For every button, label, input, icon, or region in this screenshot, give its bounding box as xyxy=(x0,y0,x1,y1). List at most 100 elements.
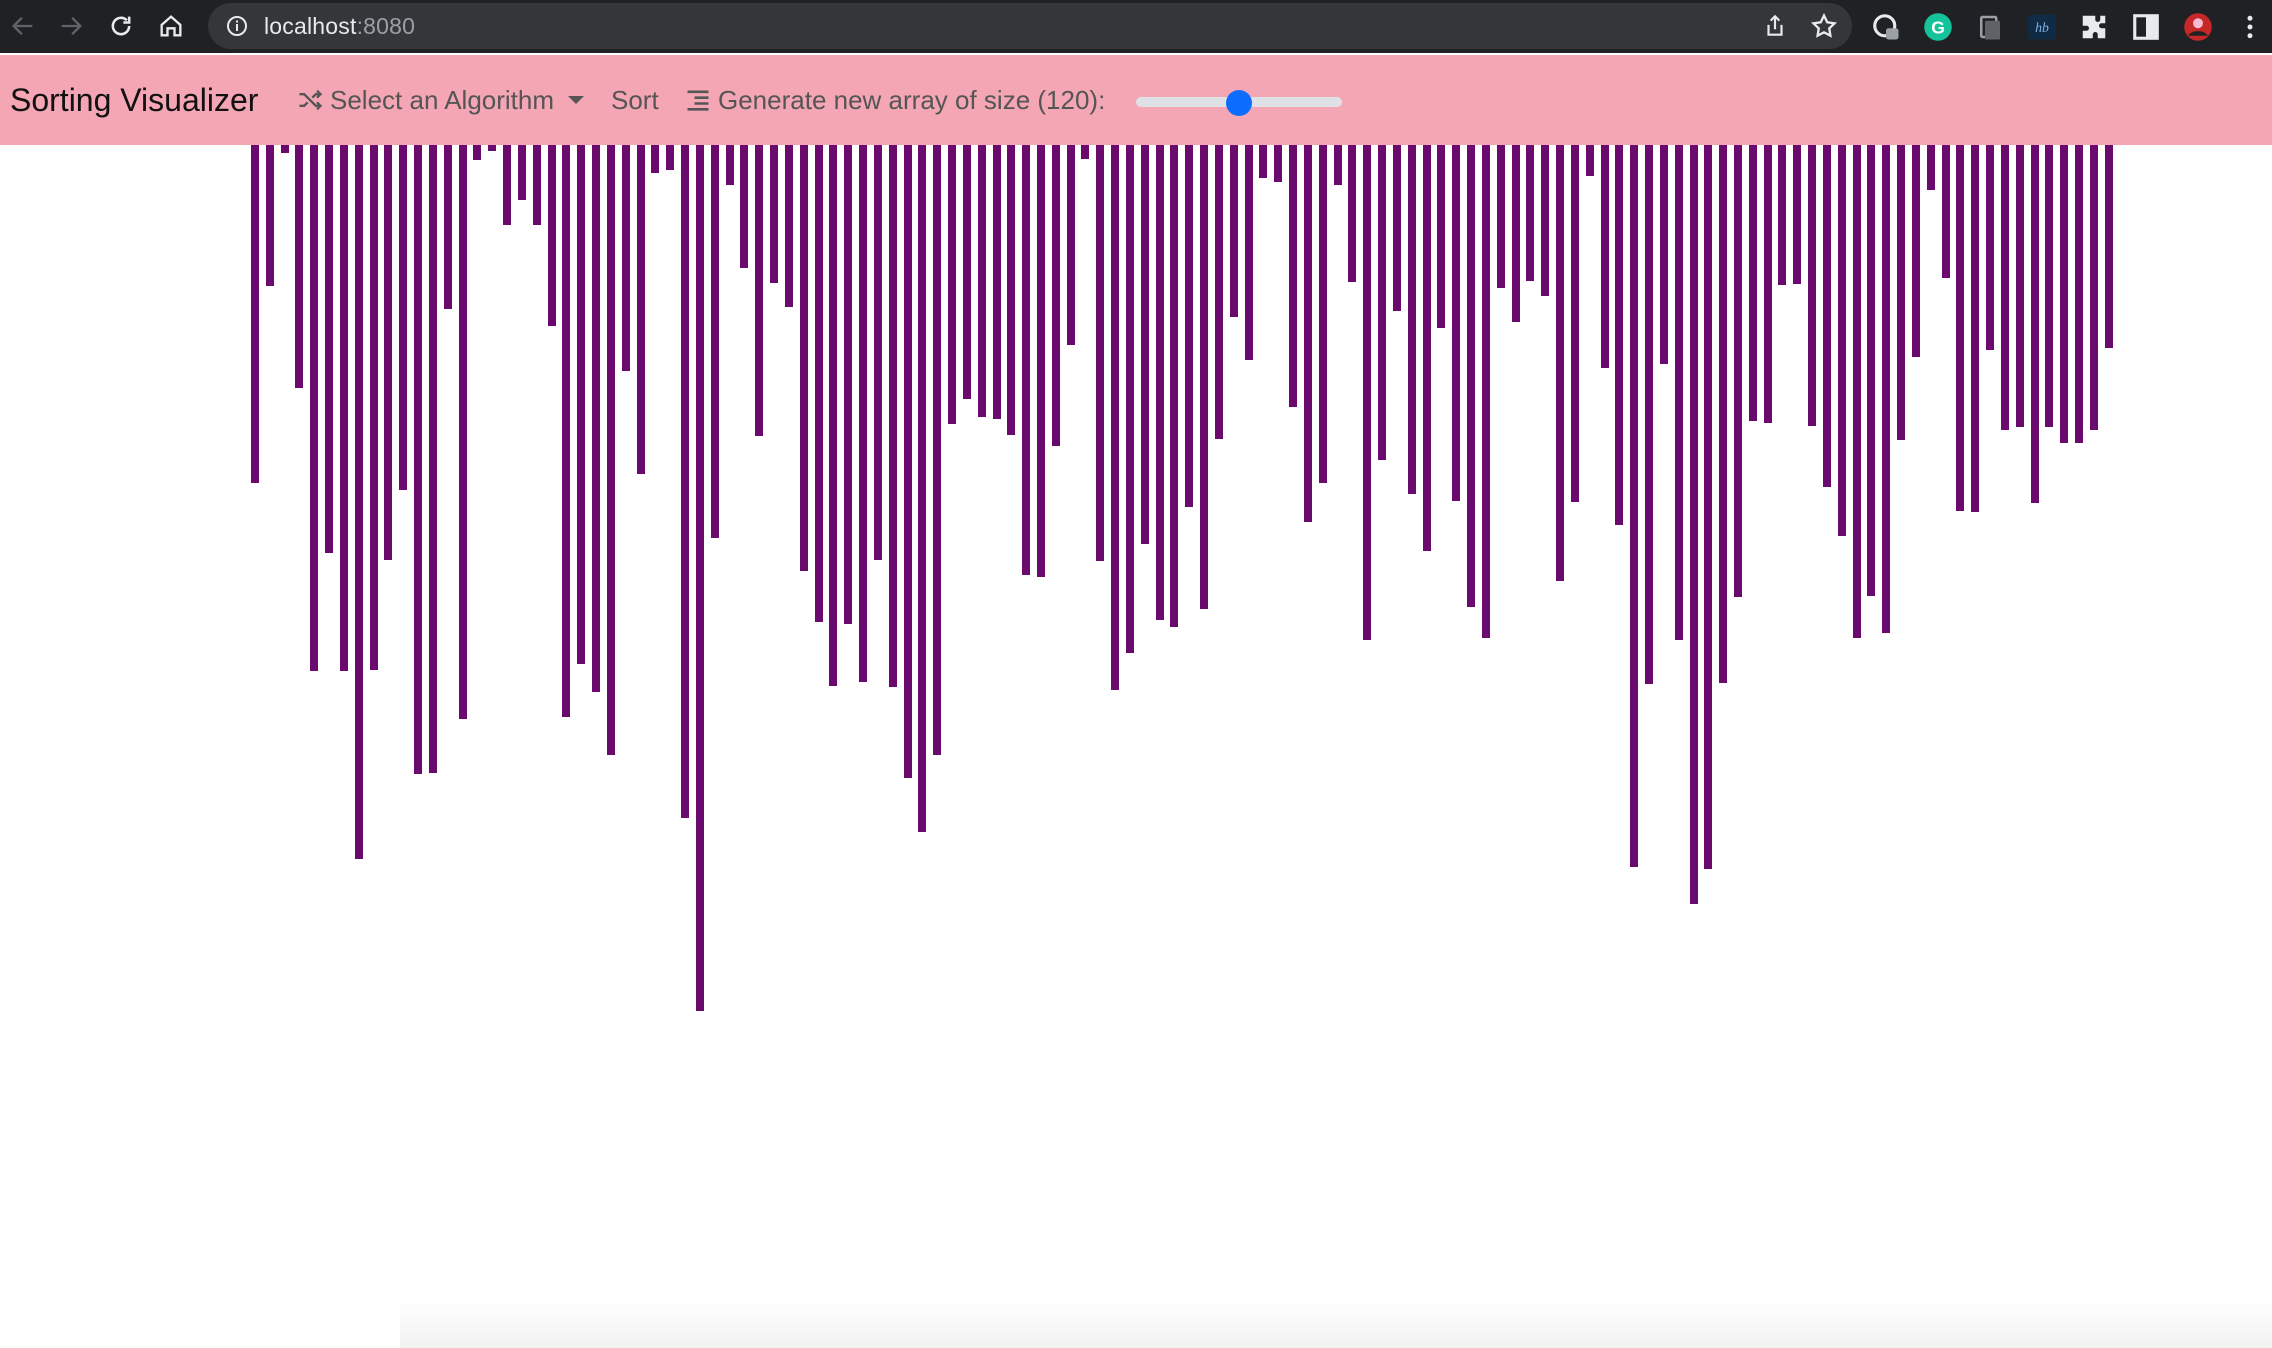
array-bar xyxy=(384,145,392,560)
array-bar xyxy=(829,145,837,686)
array-bar xyxy=(1200,145,1208,609)
array-bar xyxy=(1956,145,1964,511)
array-bar xyxy=(607,145,615,755)
array-bar xyxy=(1867,145,1875,596)
url-text: localhost:8080 xyxy=(264,13,415,40)
bookmark-star-icon[interactable] xyxy=(1810,12,1838,40)
array-bar xyxy=(1393,145,1401,311)
array-bar xyxy=(266,145,274,286)
profile-avatar[interactable] xyxy=(2182,11,2214,43)
array-bar xyxy=(473,145,481,160)
array-bar xyxy=(503,145,511,225)
back-icon[interactable] xyxy=(0,3,46,49)
array-bar xyxy=(651,145,659,173)
array-bar xyxy=(1052,145,1060,446)
array-bar xyxy=(1764,145,1772,423)
array-bar xyxy=(889,145,897,687)
array-bar xyxy=(1778,145,1786,285)
array-bar xyxy=(1230,145,1238,317)
forward-icon[interactable] xyxy=(48,3,94,49)
array-bar xyxy=(1601,145,1609,368)
brand-title[interactable]: Sorting Visualizer xyxy=(10,81,259,118)
array-bar xyxy=(1378,145,1386,460)
array-bar xyxy=(1319,145,1327,483)
array-bar xyxy=(251,145,259,483)
array-bar xyxy=(1853,145,1861,638)
array-bar xyxy=(800,145,808,571)
array-bar xyxy=(355,145,363,859)
array-bar xyxy=(1660,145,1668,364)
array-bar xyxy=(1927,145,1935,190)
address-bar[interactable]: localhost:8080 xyxy=(208,3,1852,49)
array-bar xyxy=(1007,145,1015,435)
array-bar xyxy=(370,145,378,670)
array-bar xyxy=(904,145,912,778)
array-bar xyxy=(785,145,793,307)
array-bar xyxy=(562,145,570,717)
hb-icon[interactable]: hb xyxy=(2026,11,2058,43)
home-icon[interactable] xyxy=(148,3,194,49)
array-bar xyxy=(933,145,941,755)
array-bar xyxy=(859,145,867,682)
puzzle-icon[interactable] xyxy=(2078,11,2110,43)
algorithm-dropdown[interactable]: Select an Algorithm xyxy=(296,84,585,116)
array-bar xyxy=(844,145,852,624)
url-port: :8080 xyxy=(356,12,416,39)
array-bar xyxy=(2016,145,2024,427)
array-bar xyxy=(918,145,926,832)
camera-extension-icon[interactable] xyxy=(1870,11,1902,43)
array-bar xyxy=(488,145,496,151)
sidebar-icon[interactable] xyxy=(2130,11,2162,43)
array-bar xyxy=(1408,145,1416,494)
clipboard-icon[interactable] xyxy=(1974,11,2006,43)
array-bar xyxy=(2090,145,2098,430)
array-bar xyxy=(1719,145,1727,683)
array-bar xyxy=(1971,145,1979,512)
array-bar xyxy=(696,145,704,1011)
url-host: localhost xyxy=(264,12,357,39)
array-bar xyxy=(1437,145,1445,328)
array-bar xyxy=(340,145,348,671)
array-bar xyxy=(459,145,467,719)
array-bar xyxy=(1482,145,1490,638)
array-bar xyxy=(1022,145,1030,575)
grammarly-icon[interactable]: G xyxy=(1922,11,1954,43)
array-bar xyxy=(429,145,437,773)
array-bar xyxy=(1363,145,1371,640)
array-bar xyxy=(681,145,689,818)
array-bar xyxy=(1141,145,1149,544)
array-bar xyxy=(548,145,556,326)
algorithm-dropdown-label: Select an Algorithm xyxy=(330,84,555,115)
array-bar xyxy=(1541,145,1549,296)
array-bars xyxy=(0,145,2272,1011)
array-bar xyxy=(1274,145,1282,182)
array-bar xyxy=(1823,145,1831,487)
array-size-slider-thumb[interactable] xyxy=(1226,90,1252,116)
generate-array-button[interactable]: Generate new array of size (120): xyxy=(684,85,1105,116)
array-bar xyxy=(666,145,674,170)
reload-icon[interactable] xyxy=(98,3,144,49)
array-bar xyxy=(1467,145,1475,607)
array-bar xyxy=(1497,145,1505,288)
app-navbar: Sorting Visualizer Select an Algorithm S… xyxy=(0,55,2272,145)
array-bar xyxy=(1571,145,1579,502)
site-info-icon[interactable] xyxy=(224,13,250,39)
sort-button[interactable]: Sort xyxy=(611,84,659,115)
array-bar xyxy=(1512,145,1520,322)
array-bar xyxy=(1704,145,1712,869)
array-bar xyxy=(1452,145,1460,501)
array-bar xyxy=(2060,145,2068,443)
share-icon[interactable] xyxy=(1762,13,1788,39)
bottom-shadow xyxy=(400,1298,2272,1348)
array-bar xyxy=(1912,145,1920,357)
array-bar xyxy=(1793,145,1801,284)
array-bar xyxy=(874,145,882,560)
array-bar xyxy=(281,145,289,153)
array-bar xyxy=(2075,145,2083,443)
array-bar xyxy=(1897,145,1905,440)
array-bar xyxy=(1882,145,1890,633)
array-bar xyxy=(1586,145,1594,176)
array-bar xyxy=(978,145,986,417)
chrome-menu-icon[interactable] xyxy=(2234,11,2266,43)
array-bar xyxy=(1348,145,1356,282)
